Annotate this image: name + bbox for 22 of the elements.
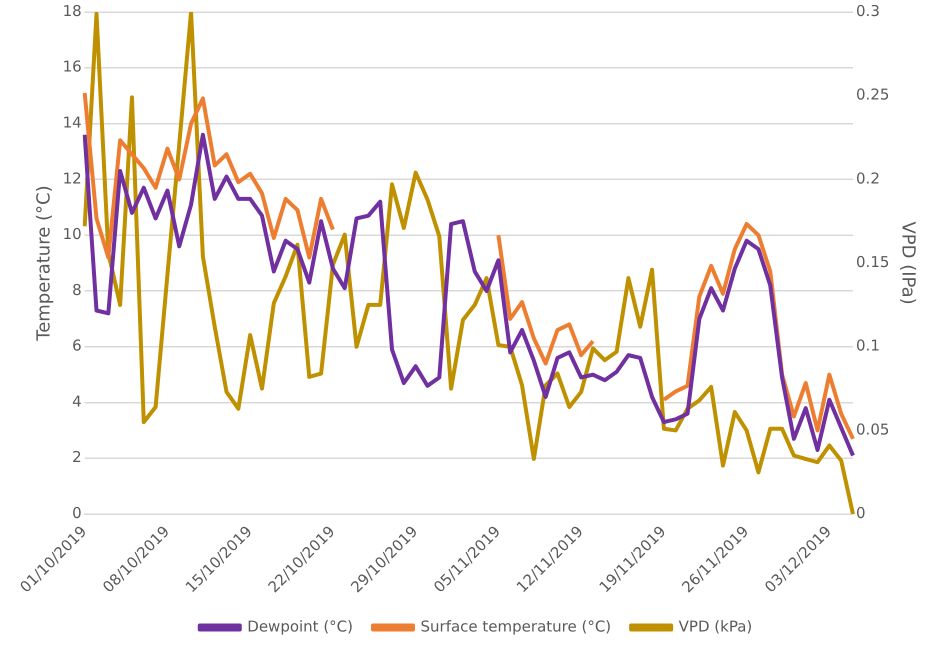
y-tick-label: 16	[62, 58, 82, 76]
y-tick-label: 10	[62, 225, 82, 244]
y2-axis-title: VPD (IPa)	[898, 221, 919, 305]
y-tick-label: 4	[72, 392, 82, 410]
y-axis-title: Temperature (°C)	[33, 185, 54, 342]
y-tick-label: 0	[72, 504, 82, 522]
y-tick-label: 12	[62, 169, 82, 188]
y2-tick-label: 0	[856, 504, 866, 522]
y-tick-label: 14	[62, 113, 82, 132]
y2-tick-label: 0.1	[856, 336, 880, 355]
legend-label: Dewpoint (°C)	[247, 617, 354, 636]
y2-tick-label: 0.2	[856, 169, 880, 188]
y2-tick-label: 0.05	[856, 420, 890, 438]
y2-tick-label: 0.15	[856, 252, 890, 271]
legend-label: VPD (kPa)	[678, 617, 752, 636]
y-tick-label: 18	[62, 2, 82, 20]
y2-tick-label: 0.25	[856, 86, 890, 104]
y2-tick-label: 0.3	[856, 2, 880, 20]
y-tick-label: 2	[72, 448, 82, 466]
y-tick-label: 8	[72, 280, 82, 299]
y-tick-label: 6	[72, 336, 82, 355]
legend-label: Surface temperature (°C)	[420, 617, 612, 636]
